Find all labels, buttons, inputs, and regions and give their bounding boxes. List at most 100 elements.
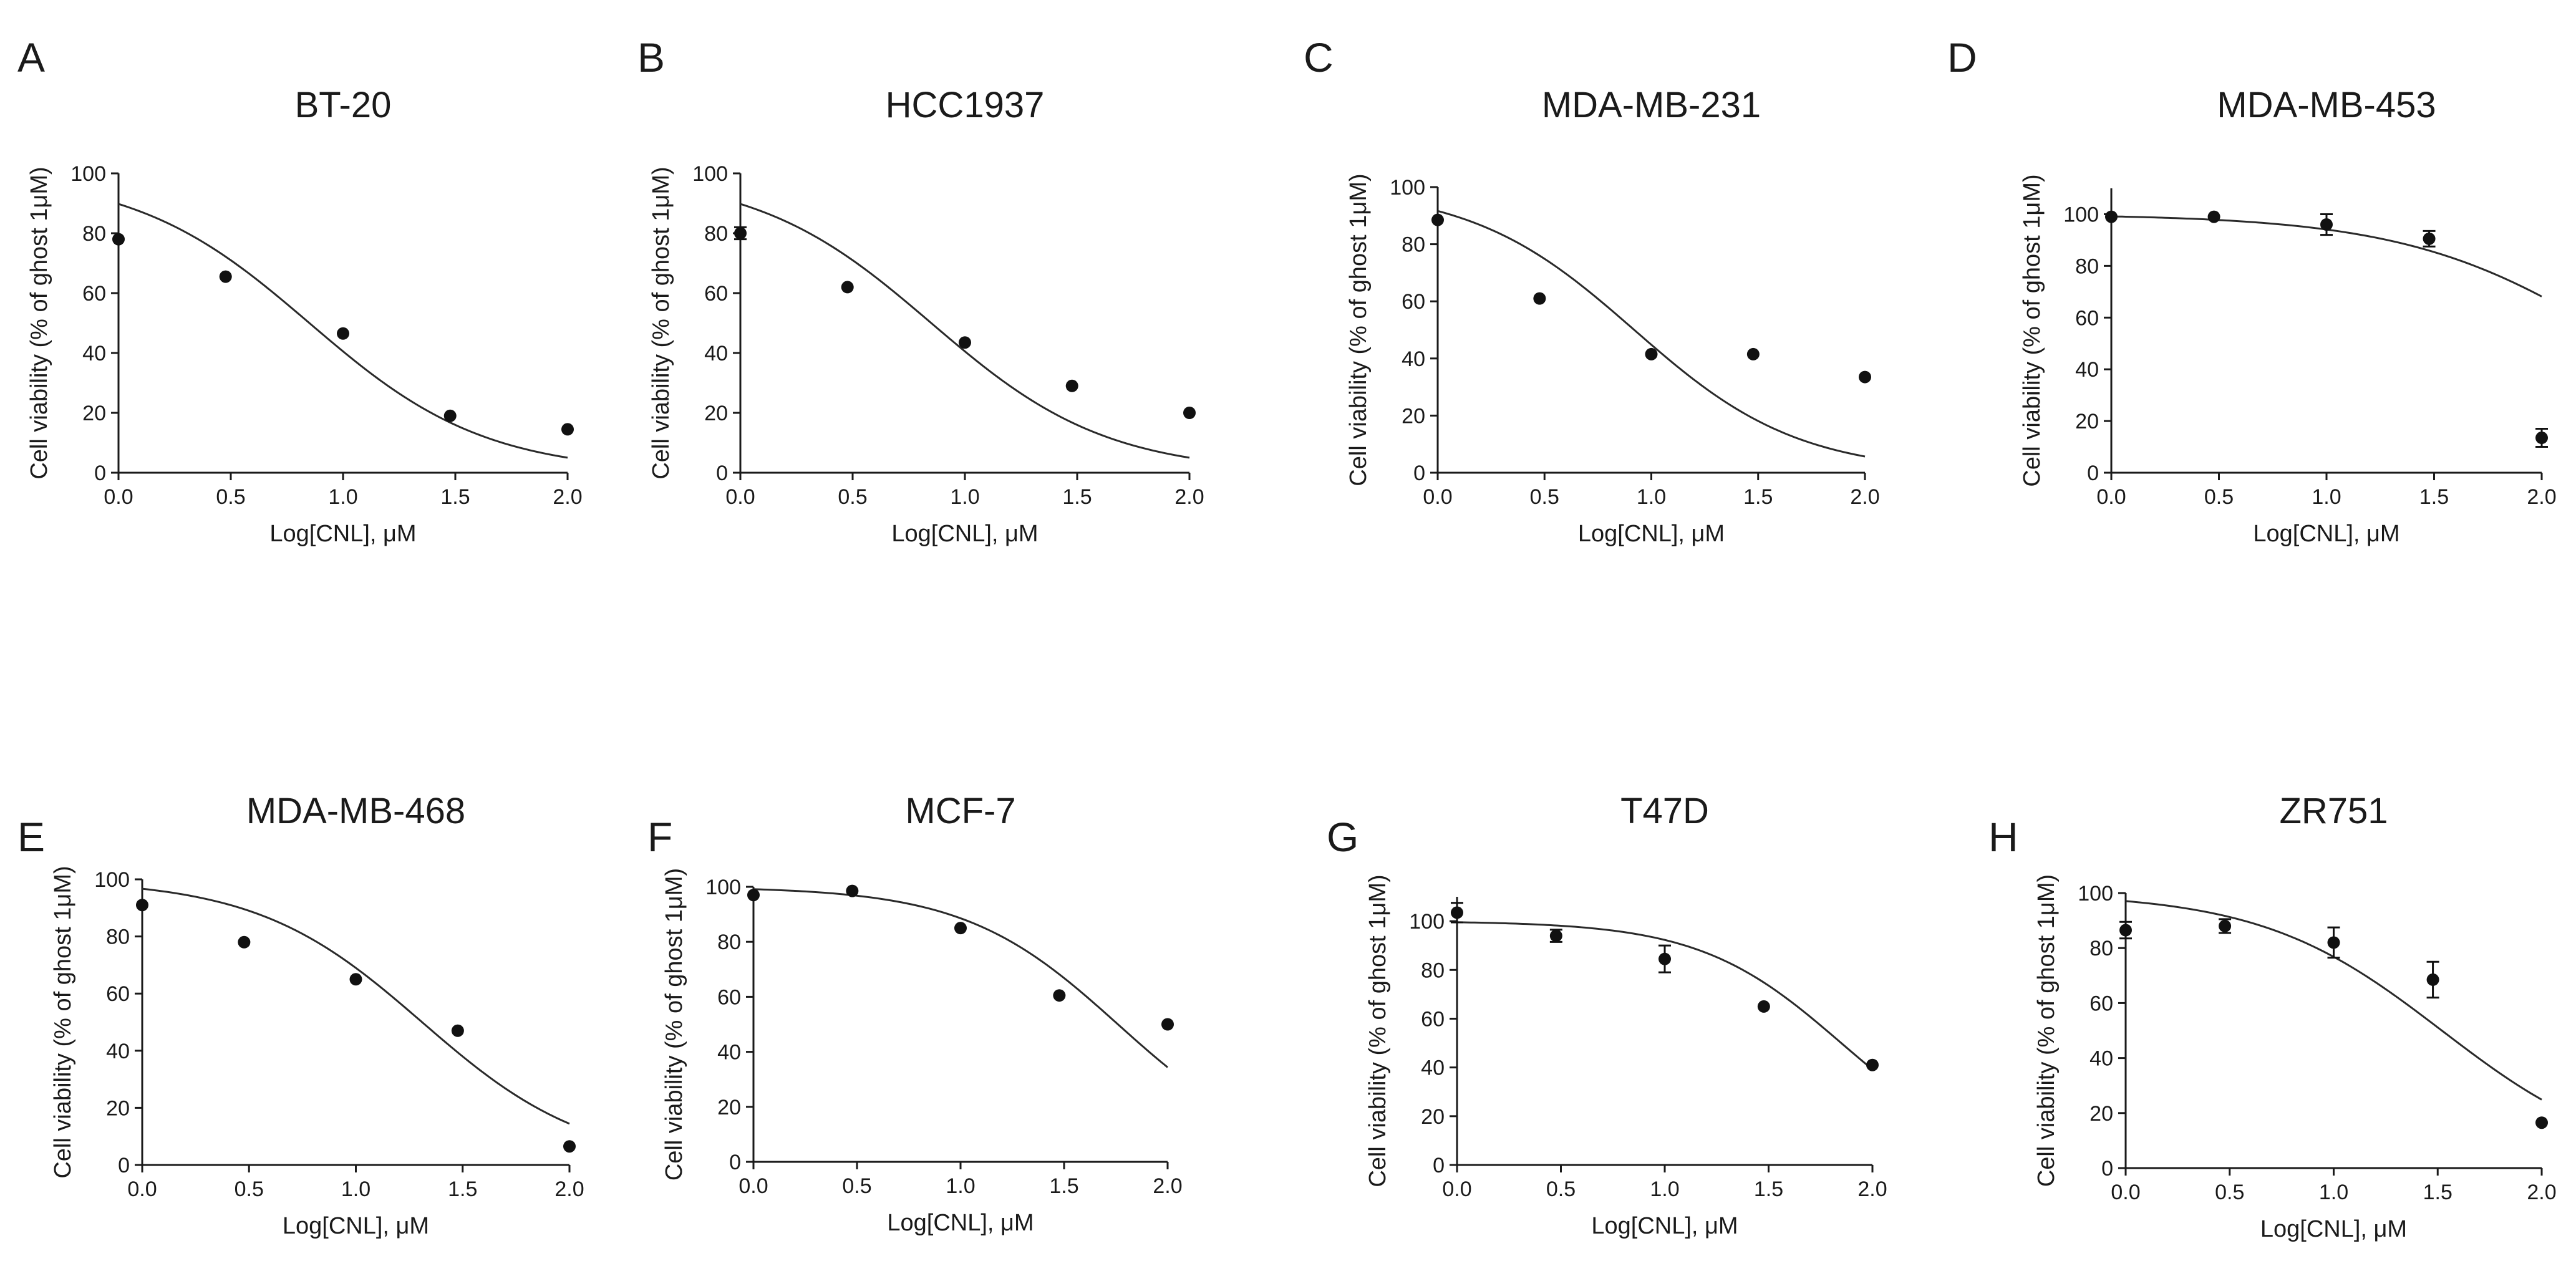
y-tick-label: 100: [1409, 910, 1445, 934]
x-tick-label: 1.5: [448, 1177, 477, 1201]
x-axis-label: Log[CNL], μM: [2253, 521, 2399, 547]
y-tick-label: 60: [1402, 290, 1425, 314]
x-tick-label: 0.0: [725, 485, 755, 509]
y-tick-label: 0: [2101, 1157, 2113, 1181]
x-tick-label: 2.0: [1174, 485, 1204, 509]
x-axis-label: Log[CNL], μM: [269, 521, 416, 547]
x-axis-label: Log[CNL], μM: [2260, 1216, 2407, 1242]
x-tick-label: 0.5: [216, 485, 245, 509]
x-tick-label: 1.5: [1049, 1174, 1078, 1198]
data-point: [2535, 432, 2548, 445]
chart-panel-f: F MCF-7 0 20 40 60 80 100 0.0 0.5 1.0 1.5 2.0 Log[CNL…: [647, 791, 1183, 1236]
y-tick-label: 80: [717, 930, 741, 954]
x-axis-label: Log[CNL], μM: [891, 521, 1038, 547]
x-axis-label: Log[CNL], μM: [1578, 521, 1725, 547]
y-axis-label: Cell viability (% of ghost 1μM): [661, 868, 687, 1181]
y-tick-label: 80: [704, 222, 728, 246]
x-tick-label: 0.5: [2215, 1181, 2244, 1204]
y-tick-label: 40: [2075, 358, 2099, 382]
chart-panel-c: C MDA-MB-231 0 20 40 60 80 100 0.0 0.5 1.0 1.5 2.0 Lo…: [1304, 34, 1880, 547]
y-tick-label: 60: [106, 982, 130, 1006]
y-tick-label: 100: [692, 162, 728, 186]
data-point: [561, 423, 574, 436]
data-point: [443, 409, 457, 422]
data-point: [1053, 989, 1066, 1002]
y-tick-label: 80: [2075, 254, 2099, 278]
x-tick-label: 0.5: [2204, 485, 2234, 509]
chart-title: ZR751: [2279, 791, 2388, 831]
y-tick-label: 20: [2089, 1102, 2113, 1126]
x-tick-label: 2.0: [553, 485, 582, 509]
x-tick-label: 1.0: [328, 485, 357, 509]
x-axis-label: Log[CNL], μM: [887, 1210, 1034, 1236]
y-tick-label: 0: [94, 461, 106, 485]
data-point: [563, 1140, 576, 1153]
data-point: [1533, 292, 1546, 305]
data-point: [1746, 347, 1760, 360]
data-point: [1065, 379, 1078, 392]
y-axis-label: Cell viability (% of ghost 1μM): [2033, 874, 2060, 1187]
y-tick-label: 40: [704, 342, 728, 365]
data-point: [2320, 218, 2333, 231]
x-tick-label: 0.5: [1530, 485, 1559, 509]
data-point: [2105, 210, 2118, 223]
y-axis-label: Cell viability (% of ghost 1μM): [1345, 173, 1372, 486]
x-tick-label: 1.0: [341, 1177, 370, 1201]
chart-panel-a: A BT-20 0 20 40 60 80 100 0.0 0.5 1.0 1.5 2.0 Log[CNL…: [17, 34, 583, 547]
y-tick-label: 80: [1421, 959, 1445, 982]
data-point: [1859, 370, 1871, 384]
data-point: [846, 884, 859, 897]
y-tick-label: 80: [82, 222, 106, 246]
y-tick-label: 20: [106, 1096, 130, 1120]
x-tick-label: 1.0: [1650, 1177, 1679, 1201]
fit-curve: [1437, 210, 1866, 458]
x-tick-label: 0.0: [2096, 485, 2126, 509]
y-axis-label: Cell viability (% of ghost 1μM): [1365, 874, 1391, 1187]
x-tick-label: 2.0: [1850, 485, 1879, 509]
y-tick-label: 100: [1390, 176, 1425, 200]
chart-panel-e: E MDA-MB-468 0 20 40 60 80 100 0.0 0.5 1.0 1.5 2.0 Lo…: [17, 791, 584, 1239]
chart-title: MDA-MB-453: [2217, 85, 2436, 125]
x-tick-label: 1.5: [1743, 485, 1773, 509]
panel-letter: H: [1988, 814, 2018, 860]
y-tick-label: 0: [118, 1154, 130, 1177]
data-point: [337, 327, 349, 340]
chart-title: MDA-MB-231: [1542, 85, 1761, 125]
panel-letter: G: [1327, 814, 1358, 860]
x-tick-label: 2.0: [1153, 1174, 1182, 1198]
fit-curve: [142, 887, 570, 1125]
data-point: [2219, 919, 2232, 932]
data-point: [238, 935, 251, 949]
data-point: [219, 270, 232, 283]
y-tick-label: 80: [106, 925, 130, 949]
y-axis-label: Cell viability (% of ghost 1μM): [50, 866, 76, 1178]
x-tick-label: 1.5: [1062, 485, 1092, 509]
fit-curve: [1456, 921, 1873, 1070]
y-tick-label: 20: [2075, 410, 2099, 433]
panel-letter: E: [17, 814, 45, 860]
panel-letter: B: [637, 34, 665, 80]
chart-title: T47D: [1620, 791, 1709, 831]
x-tick-label: 2.0: [2527, 485, 2556, 509]
y-tick-label: 0: [729, 1151, 741, 1174]
y-tick-label: 40: [82, 342, 106, 365]
y-tick-label: 100: [70, 162, 106, 186]
y-tick-label: 60: [82, 282, 106, 306]
x-tick-label: 0.0: [127, 1177, 157, 1201]
x-axis-label: Log[CNL], μM: [1591, 1213, 1738, 1239]
x-tick-label: 0.0: [104, 485, 133, 509]
y-tick-label: 60: [2075, 306, 2099, 330]
y-tick-label: 20: [82, 402, 106, 425]
data-point: [1549, 929, 1562, 942]
fit-curve: [753, 888, 1168, 1068]
chart-title: MDA-MB-468: [246, 791, 465, 831]
y-tick-label: 60: [2089, 992, 2113, 1015]
y-tick-label: 20: [704, 402, 728, 425]
x-tick-label: 1.5: [1754, 1177, 1783, 1201]
data-point: [349, 973, 362, 986]
chart-panel-h: H ZR751 0 20 40 60 80 100 0.0 0.5 1.0 1.5 2.0 Log[CNL…: [1988, 791, 2557, 1242]
y-tick-label: 60: [717, 985, 741, 1009]
x-tick-label: 2.0: [2527, 1181, 2556, 1204]
y-tick-label: 20: [717, 1096, 741, 1119]
